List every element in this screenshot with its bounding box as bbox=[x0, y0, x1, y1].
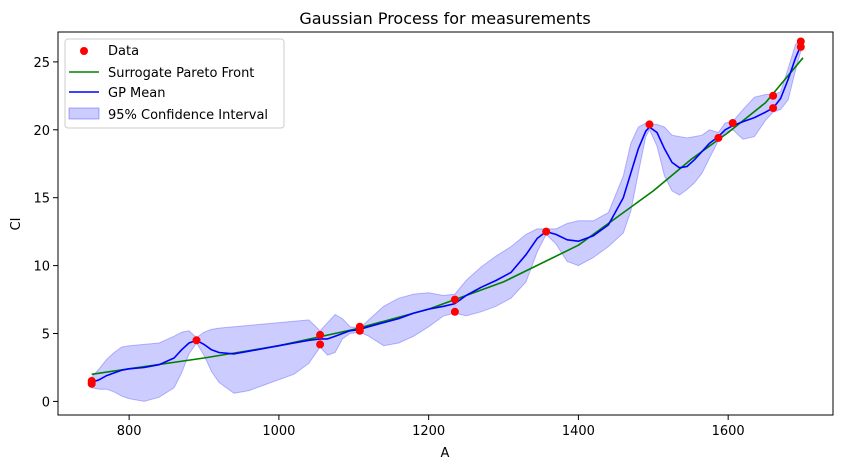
y-tick-label: 15 bbox=[33, 192, 50, 207]
data-point bbox=[729, 119, 737, 127]
y-tick-label: 0 bbox=[42, 395, 50, 410]
y-tick-label: 20 bbox=[33, 124, 50, 139]
data-point bbox=[88, 380, 96, 388]
legend-label-data: Data bbox=[108, 44, 139, 59]
x-tick-label: 1400 bbox=[562, 424, 595, 439]
chart-title: Gaussian Process for measurements bbox=[299, 9, 590, 28]
y-tick-label: 5 bbox=[42, 328, 50, 343]
data-point bbox=[316, 340, 324, 348]
y-axis-label: CI bbox=[9, 218, 24, 231]
legend-label-band: 95% Confidence Interval bbox=[108, 108, 268, 123]
data-point bbox=[316, 331, 324, 339]
y-tick-label: 25 bbox=[33, 56, 50, 71]
data-point bbox=[797, 43, 805, 51]
legend-marker-band bbox=[69, 108, 99, 119]
x-tick-label: 800 bbox=[117, 424, 142, 439]
data-point bbox=[769, 104, 777, 112]
data-point bbox=[451, 308, 459, 316]
legend-label-mean: GP Mean bbox=[108, 86, 165, 101]
y-tick-label: 10 bbox=[33, 260, 50, 275]
data-point bbox=[769, 92, 777, 100]
x-tick-label: 1000 bbox=[262, 424, 295, 439]
data-point bbox=[193, 336, 201, 344]
y-axis-ticks: 0 5 10 15 20 25 bbox=[33, 56, 58, 411]
x-axis-label: A bbox=[441, 446, 450, 461]
x-axis-ticks: 800 1000 1200 1400 1600 bbox=[117, 415, 745, 439]
x-tick-label: 1600 bbox=[712, 424, 745, 439]
data-point bbox=[542, 228, 550, 236]
legend-marker-data bbox=[80, 47, 88, 55]
data-point bbox=[451, 296, 459, 304]
legend-label-pareto: Surrogate Pareto Front bbox=[108, 66, 254, 81]
data-point bbox=[714, 134, 722, 142]
x-tick-label: 1200 bbox=[412, 424, 445, 439]
legend: Data Surrogate Pareto Front GP Mean 95% … bbox=[65, 39, 284, 128]
data-point bbox=[646, 120, 654, 128]
data-point bbox=[356, 327, 364, 335]
